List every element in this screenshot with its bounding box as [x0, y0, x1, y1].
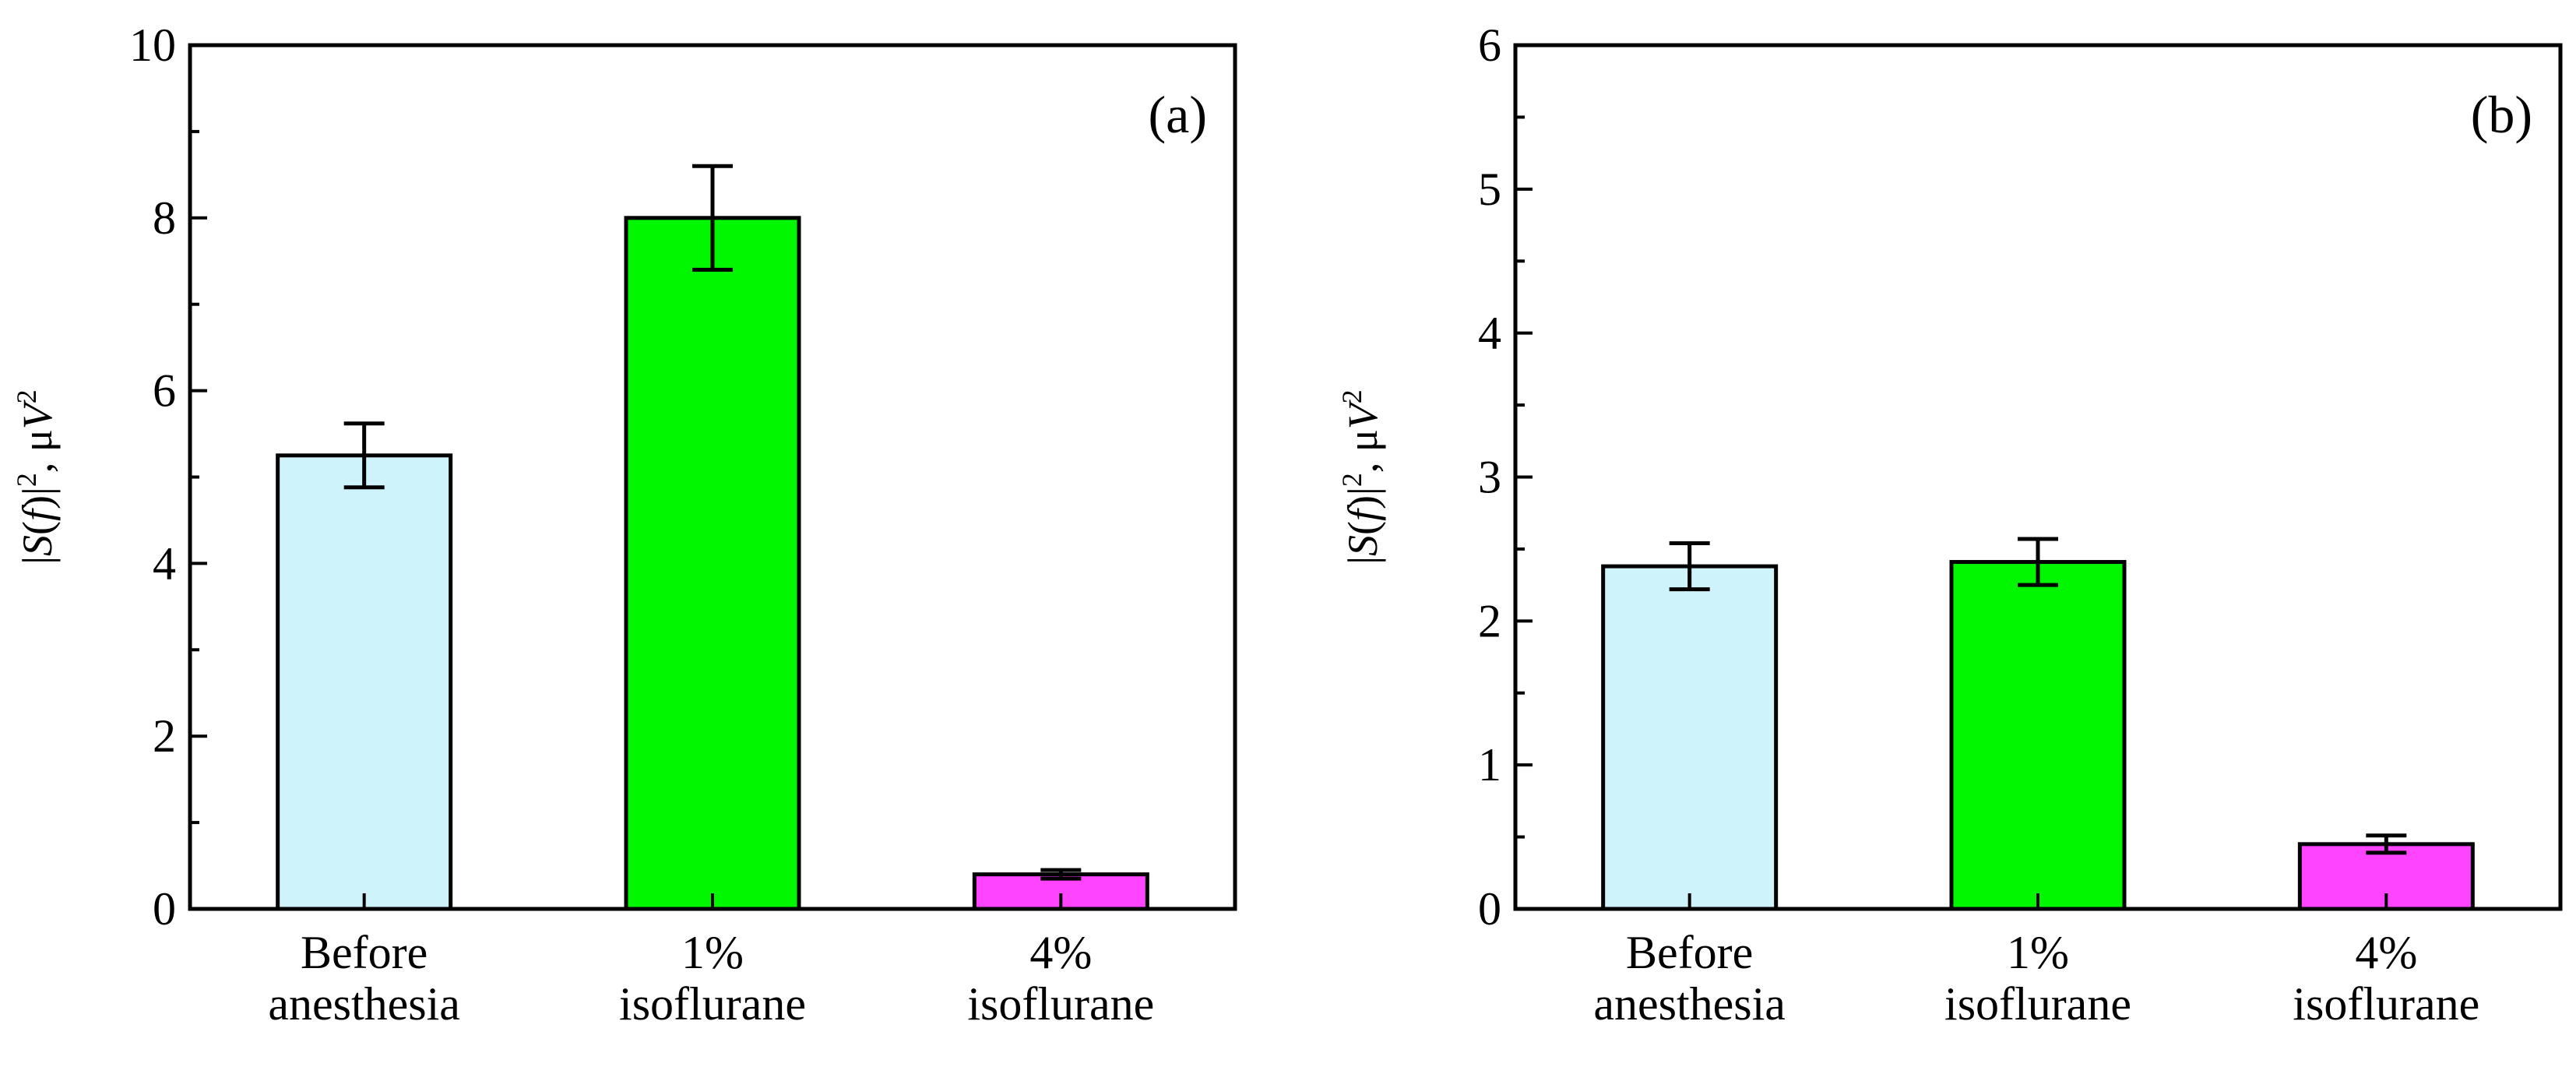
- x-tick-label-line: 4%: [1029, 927, 1092, 978]
- y-axis-label-part: (: [1339, 521, 1386, 535]
- y-axis-label-part: S: [1339, 535, 1386, 556]
- y-axis-label-part: , μ: [1339, 429, 1386, 473]
- error-bar-3: [1040, 868, 1082, 881]
- x-tick-label: 1% isoflurane: [619, 927, 806, 1030]
- y-axis-label-part: |: [1339, 556, 1386, 565]
- x-tick-label: Before anesthesia: [268, 927, 460, 1030]
- y-axis-label-part: , μ: [14, 429, 61, 473]
- x-tick-label-line: isoflurane: [619, 978, 806, 1030]
- y-axis-label-part: )|: [1339, 487, 1386, 509]
- y-tick-label: 4: [153, 537, 176, 589]
- x-tick-label-line: Before: [1626, 927, 1753, 978]
- x-tick-label-line: isoflurane: [967, 978, 1154, 1030]
- y-axis-label-part: (: [14, 521, 61, 535]
- y-tick-label: 1: [1478, 739, 1501, 791]
- bar-2: [1949, 560, 2127, 911]
- y-tick-label: 2: [1478, 595, 1501, 646]
- y-tick-label: 0: [153, 883, 176, 935]
- x-tick-label: 4% isoflurane: [967, 927, 1154, 1030]
- error-bar-2: [692, 164, 733, 272]
- y-axis-label-part: 2: [1336, 389, 1367, 403]
- error-bar-1: [343, 421, 385, 490]
- error-bar-2: [2018, 537, 2058, 587]
- error-bar-3: [2366, 833, 2407, 855]
- y-axis-label: |S(f)|2, μV2: [1336, 389, 1386, 565]
- x-tick-label-line: 4%: [2355, 927, 2417, 978]
- y-tick-label: 10: [129, 19, 176, 71]
- x-tick-label-line: isoflurane: [1944, 978, 2131, 1030]
- x-tick-label-line: anesthesia: [1593, 978, 1786, 1030]
- x-tick-label: Before anesthesia: [1593, 927, 1786, 1030]
- panel-label: (b): [2471, 85, 2532, 144]
- y-tick-label: 6: [153, 365, 176, 417]
- y-axis-label-part: 2: [11, 473, 42, 487]
- y-tick-label: 6: [1478, 19, 1501, 71]
- y-axis-label-part: |: [14, 556, 61, 565]
- y-axis-label-part: 2: [1336, 473, 1367, 487]
- x-tick-label-line: Before: [301, 927, 428, 978]
- y-axis-label-part: 2: [11, 389, 42, 403]
- y-tick-label: 4: [1478, 308, 1501, 359]
- x-tick-label-line: isoflurane: [2293, 978, 2479, 1030]
- bar-1: [1601, 564, 1779, 911]
- bar-2: [624, 216, 801, 911]
- error-bar-1: [1669, 541, 1710, 592]
- y-axis-label-part: V: [1339, 399, 1386, 429]
- y-tick-label: 8: [153, 192, 176, 244]
- y-axis-label: |S(f)|2, μV2: [11, 389, 61, 565]
- panel-label: (a): [1149, 85, 1207, 144]
- y-tick-label: 2: [153, 710, 176, 762]
- y-axis-label-part: )|: [14, 487, 61, 509]
- x-tick-label: 4% isoflurane: [2293, 927, 2479, 1030]
- x-tick-label-line: anesthesia: [268, 978, 460, 1030]
- y-axis-label-part: V: [14, 399, 61, 429]
- y-tick-label: 5: [1478, 164, 1501, 215]
- x-tick-label-line: 1%: [681, 927, 744, 978]
- y-axis-label-part: S: [14, 535, 61, 556]
- bar-1: [276, 453, 453, 911]
- x-tick-label: 1% isoflurane: [1944, 927, 2131, 1030]
- y-tick-label: 0: [1478, 883, 1501, 935]
- y-tick-label: 3: [1478, 452, 1501, 503]
- x-tick-label-line: 1%: [2007, 927, 2069, 978]
